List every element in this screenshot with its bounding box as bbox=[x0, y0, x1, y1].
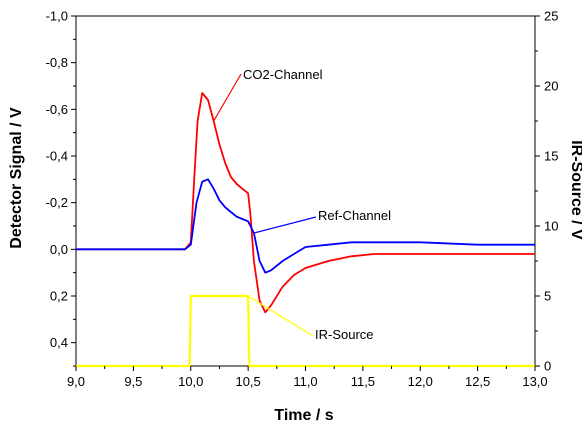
annotation-leader bbox=[247, 295, 314, 337]
annotation-leader bbox=[253, 216, 317, 234]
left-y-tick-label: 0,2 bbox=[50, 289, 68, 304]
annotation-label: IR-Source bbox=[315, 327, 374, 342]
annotation-label: CO2-Channel bbox=[243, 67, 323, 82]
right-y-tick-label: 5 bbox=[544, 289, 551, 304]
annotation-label: Ref-Channel bbox=[318, 208, 391, 223]
x-tick-label: 11,5 bbox=[351, 374, 375, 389]
x-tick-label: 9,0 bbox=[67, 374, 85, 389]
right-y-tick-label: 25 bbox=[544, 9, 558, 24]
axes: 9,0 9,5 10,0 10,5 11,0 11,5 12,0 12,5 13,0 -1,0 -0… bbox=[46, 9, 559, 390]
right-y-tick-label: 15 bbox=[544, 149, 558, 164]
x-tick-label: 10,0 bbox=[178, 374, 203, 389]
right-y-axis-title: IR-Source / V bbox=[568, 140, 582, 240]
right-y-tick-label: 10 bbox=[544, 219, 558, 234]
left-y-tick-label: -0,8 bbox=[46, 55, 68, 70]
x-tick-label: 9,5 bbox=[124, 374, 142, 389]
annotations: CO2-Channel Ref-Channel IR-Source bbox=[213, 67, 391, 342]
x-axis-title: Time / s bbox=[274, 407, 333, 424]
series-layer bbox=[76, 92, 535, 368]
left-y-tick-label: -1,0 bbox=[46, 9, 68, 24]
annotation-leader bbox=[213, 73, 242, 122]
x-tick-label: 12,5 bbox=[465, 374, 490, 389]
left-y-tick-label: -0,6 bbox=[46, 102, 68, 117]
x-tick-label: 12,0 bbox=[408, 374, 433, 389]
x-tick-label: 11,0 bbox=[293, 374, 317, 389]
left-y-tick-label: 0,4 bbox=[50, 335, 68, 350]
left-y-tick-label: -0,4 bbox=[46, 149, 68, 164]
x-tick-label: 13,0 bbox=[522, 374, 547, 389]
left-y-tick-label: -0,2 bbox=[46, 195, 68, 210]
x-tick-label: 10,5 bbox=[235, 374, 260, 389]
series-line-co2-channel bbox=[76, 92, 535, 314]
right-y-tick-label: 20 bbox=[544, 79, 558, 94]
left-y-tick-label: 0,0 bbox=[50, 242, 68, 257]
right-y-tick-label: 0 bbox=[544, 359, 551, 374]
series-line-ref-channel bbox=[76, 178, 535, 274]
left-y-axis-title: Detector Signal / V bbox=[8, 107, 25, 249]
series-line-ir-source bbox=[76, 294, 535, 368]
